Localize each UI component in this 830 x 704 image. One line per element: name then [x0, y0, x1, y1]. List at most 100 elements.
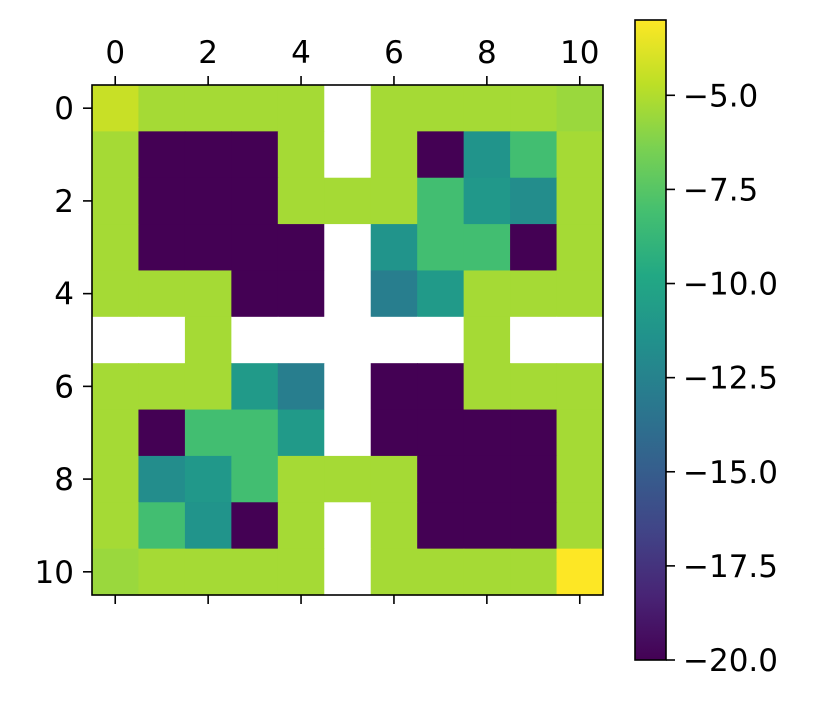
heatmap-cell	[92, 409, 140, 457]
y-axis: 0 2 4 6 8 10	[35, 91, 92, 591]
heatmap-cell	[277, 548, 325, 596]
heatmap-cell	[277, 131, 325, 179]
colorbar-tick-label: −17.5	[683, 549, 778, 585]
heatmap-cell	[184, 177, 232, 225]
heatmap-cell	[324, 455, 372, 503]
heatmap-cell	[277, 455, 325, 503]
heatmap-cell	[463, 316, 511, 364]
colorbar-frame	[634, 19, 667, 661]
heatmap-cell	[463, 224, 511, 272]
heatmap-cell	[417, 502, 465, 550]
heatmap-cell	[138, 270, 186, 318]
heatmap-cell	[417, 548, 465, 596]
heatmap-cell	[510, 409, 558, 457]
heatmap-cell	[138, 131, 186, 179]
heatmap-cell	[277, 270, 325, 318]
heatmap-cell	[184, 363, 232, 411]
heatmap-cell	[92, 177, 140, 225]
heatmap-cell	[417, 85, 465, 132]
heatmap-cell	[92, 316, 140, 364]
heatmap-cell	[463, 502, 511, 550]
heatmap-cell	[231, 409, 279, 457]
x-tick-label: 4	[291, 35, 311, 71]
heatmap-cell	[556, 85, 604, 132]
x-axis: 0 2 4 6 8 10	[105, 35, 599, 604]
heatmap-cell	[370, 177, 418, 225]
heatmap-cell	[138, 455, 186, 503]
heatmap-cell	[231, 177, 279, 225]
heatmap-cell	[370, 270, 418, 318]
heatmap-cell	[463, 548, 511, 596]
heatmap-cell	[417, 316, 465, 364]
heatmap-cell	[92, 85, 140, 132]
heatmap-cell	[231, 502, 279, 550]
heatmap-cell	[556, 363, 604, 411]
heatmap-cell	[184, 409, 232, 457]
heatmap-cell	[417, 224, 465, 272]
x-tick-label: 8	[477, 35, 497, 71]
heatmap-cell	[184, 502, 232, 550]
y-tick-label: 8	[54, 462, 74, 498]
heatmap-cell	[231, 131, 279, 179]
heatmap-cell	[324, 363, 372, 411]
heatmap-cell	[417, 363, 465, 411]
heatmap-cell	[463, 131, 511, 179]
heatmap-cell	[138, 177, 186, 225]
heatmap-cell	[370, 224, 418, 272]
heatmap-cell	[138, 85, 186, 132]
colorbar-axis: −5.0 −7.5 −10.0 −12.5 −15.0 −17.5 −20.0	[666, 78, 778, 679]
heatmap-cell	[370, 502, 418, 550]
heatmap-cell	[556, 409, 604, 457]
heatmap-cell	[370, 363, 418, 411]
heatmap-cell	[510, 224, 558, 272]
heatmap-cell	[417, 270, 465, 318]
heatmap-cell	[231, 224, 279, 272]
heatmap-cell	[463, 363, 511, 411]
heatmap-cell	[417, 177, 465, 225]
heatmap-cell	[231, 85, 279, 132]
colorbar-tick-label: −10.0	[683, 267, 778, 303]
heatmap-cell	[277, 177, 325, 225]
heatmap-cell	[463, 409, 511, 457]
heatmap-cell	[138, 316, 186, 364]
heatmap-cell	[184, 224, 232, 272]
heatmap-cell	[417, 131, 465, 179]
heatmap-cell	[463, 455, 511, 503]
heatmap-cell	[556, 455, 604, 503]
heatmap-cell	[92, 131, 140, 179]
colorbar	[635, 20, 666, 660]
heatmap-cell	[463, 85, 511, 132]
heatmap-cell	[510, 316, 558, 364]
heatmap-cell	[556, 224, 604, 272]
heatmap-cell	[370, 455, 418, 503]
heatmap-cell	[324, 85, 372, 132]
heatmap-cell	[231, 548, 279, 596]
heatmap-cell	[324, 270, 372, 318]
colorbar-tick-label: −12.5	[683, 361, 778, 397]
heatmap-cell	[370, 316, 418, 364]
heatmap-cell	[138, 502, 186, 550]
heatmap-cell	[556, 131, 604, 179]
heatmap-cell	[92, 548, 140, 596]
colorbar-tick-label: −20.0	[683, 643, 778, 679]
heatmap-cell	[184, 455, 232, 503]
heatmap-cell	[510, 455, 558, 503]
heatmap-cell	[92, 502, 140, 550]
heatmap-cell	[510, 363, 558, 411]
heatmap-cell	[324, 502, 372, 550]
heatmap-cell	[92, 363, 140, 411]
heatmap-cell	[324, 548, 372, 596]
heatmap-cell	[556, 548, 604, 596]
heatmap-cell	[184, 270, 232, 318]
heatmap-cell	[231, 270, 279, 318]
y-tick-label: 4	[54, 277, 74, 313]
heatmap-cell	[324, 177, 372, 225]
heatmap-cell	[324, 224, 372, 272]
heatmap-cell	[510, 502, 558, 550]
heatmap-cell	[138, 548, 186, 596]
heatmap-cell	[138, 409, 186, 457]
colorbar-tick-label: −5.0	[683, 78, 758, 114]
heatmap-cell	[324, 316, 372, 364]
heatmap-cell	[324, 409, 372, 457]
